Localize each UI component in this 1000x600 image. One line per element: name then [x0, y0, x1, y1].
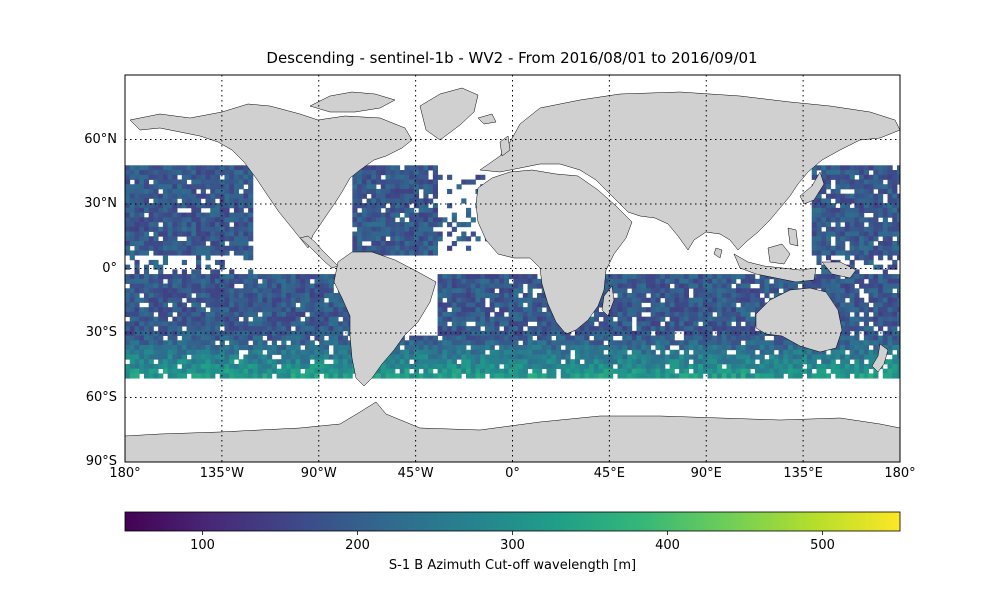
lon-tick-label: 180°: [109, 466, 141, 481]
lon-tick-label: 45°W: [397, 466, 434, 481]
lat-tick-label: 0°: [102, 260, 117, 276]
landmass-south-america: [333, 251, 437, 387]
landmass-australia: [755, 287, 843, 353]
lon-tick-label: 45°E: [593, 466, 625, 481]
lat-tick-label: 60°N: [84, 131, 117, 147]
lat-tick-label: 30°N: [84, 196, 117, 211]
landmass-sri-lanka: [713, 247, 723, 259]
colorbar-tick-label: 400: [655, 538, 680, 553]
colorbar: [124, 511, 901, 532]
lat-tick-label: 90°S: [85, 454, 117, 469]
colorbar-tick-label: 500: [810, 538, 835, 553]
landmass-africa: [475, 169, 633, 335]
colorbar-tick-label: 200: [345, 538, 370, 553]
landmass-eurasia: [479, 91, 900, 251]
landmass-japan: [799, 171, 825, 205]
map-title: Descending - sentinel-1b - WV2 - From 20…: [266, 49, 758, 67]
landmass-antarctica: [125, 401, 900, 462]
gridlines: [125, 75, 900, 462]
landmass-new-zealand: [871, 343, 889, 373]
colorbar-tick-label: 300: [500, 538, 525, 553]
lat-tick-label: 60°S: [85, 389, 117, 405]
landmass-uk: [499, 135, 511, 157]
landmass-greenland: [419, 87, 479, 141]
landmass-new-guinea: [821, 261, 857, 279]
lon-tick-label: 135°W: [199, 466, 244, 481]
map-frame: [124, 74, 901, 463]
lon-tick-label: 180°: [884, 466, 916, 481]
landmass-arctic-islands: [309, 91, 396, 113]
colorbar-tick-label: 100: [190, 538, 215, 553]
landmass-philippines: [787, 227, 799, 247]
landmass-madagascar: [601, 285, 615, 317]
landmass-borneo: [767, 243, 791, 265]
lon-tick-label: 135°E: [783, 466, 823, 481]
lon-tick-label: 0°: [505, 466, 520, 481]
lon-tick-label: 90°E: [690, 466, 722, 481]
lat-tick-label: 30°S: [85, 325, 117, 340]
colorbar-label: S-1 B Azimuth Cut-off wavelength [m]: [388, 558, 637, 573]
landmass-iceland: [477, 113, 497, 125]
colorbar-ticks: [202, 531, 823, 535]
lon-tick-label: 90°W: [300, 466, 337, 481]
